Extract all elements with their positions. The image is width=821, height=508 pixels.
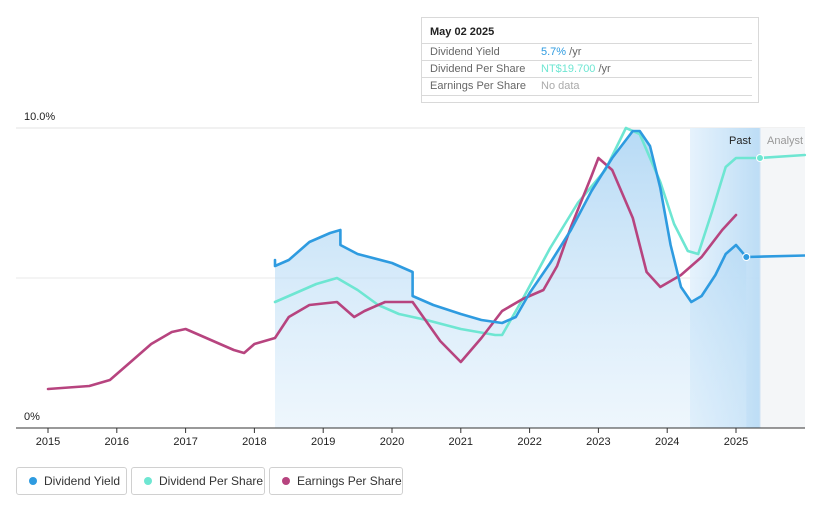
x-tick-label: 2017 xyxy=(173,436,197,448)
dividend-yield-line xyxy=(273,129,748,325)
x-tick-label: 2019 xyxy=(311,436,335,448)
analyst-label: Analyst xyxy=(767,135,803,147)
y-tick-label-top: 10.0% xyxy=(24,111,55,123)
legend-dot-icon xyxy=(29,477,37,485)
dividend-yield-marker xyxy=(742,253,751,261)
tooltip-label: Earnings Per Share xyxy=(430,80,526,92)
legend-item-dividend-yield[interactable]: Dividend Yield xyxy=(16,467,127,495)
legend-label: Earnings Per Share xyxy=(297,474,402,488)
y-tick-label-bottom: 0% xyxy=(24,411,40,423)
earnings-per-share-line xyxy=(46,156,738,391)
x-tick-label: 2018 xyxy=(242,436,266,448)
dividend-yield-forecast-line xyxy=(746,254,806,259)
tooltip-label: Dividend Per Share xyxy=(430,63,526,75)
dividend-per-share-line xyxy=(273,126,807,337)
x-tick-label: 2023 xyxy=(586,436,610,448)
past-label: Past xyxy=(729,135,751,147)
x-tick-label: 2021 xyxy=(449,436,473,448)
analyst-region-shade xyxy=(760,128,805,428)
tooltip-panel: May 02 2025 Dividend Yield 5.7% /yr Divi… xyxy=(421,17,759,103)
dividend-per-share-marker xyxy=(756,154,764,162)
tooltip-date: May 02 2025 xyxy=(430,26,495,38)
tooltip-row-earnings-per-share: Earnings Per Share No data xyxy=(422,77,752,96)
legend-dot-icon xyxy=(282,477,290,485)
tooltip-value: 5.7% /yr xyxy=(541,46,582,58)
tooltip-row-dividend-per-share: Dividend Per Share NT$19.700 /yr xyxy=(422,60,752,78)
x-tick-label: 2020 xyxy=(380,436,404,448)
tooltip-label: Dividend Yield xyxy=(430,46,500,58)
legend-dot-icon xyxy=(144,477,152,485)
legend-item-dividend-per-share[interactable]: Dividend Per Share xyxy=(131,467,265,495)
x-tick-label: 2025 xyxy=(724,436,748,448)
x-tick-label: 2016 xyxy=(105,436,129,448)
tooltip-value: No data xyxy=(541,80,580,92)
legend-label: Dividend Yield xyxy=(44,474,121,488)
x-tick-label: 2022 xyxy=(517,436,541,448)
tooltip-value: NT$19.700 /yr xyxy=(541,63,611,75)
tooltip-row-dividend-yield: Dividend Yield 5.7% /yr xyxy=(422,43,752,61)
x-tick-label: 2015 xyxy=(36,436,60,448)
x-tick-label: 2024 xyxy=(655,436,679,448)
legend-label: Dividend Per Share xyxy=(159,474,264,488)
legend-item-earnings-per-share[interactable]: Earnings Per Share xyxy=(269,467,403,495)
